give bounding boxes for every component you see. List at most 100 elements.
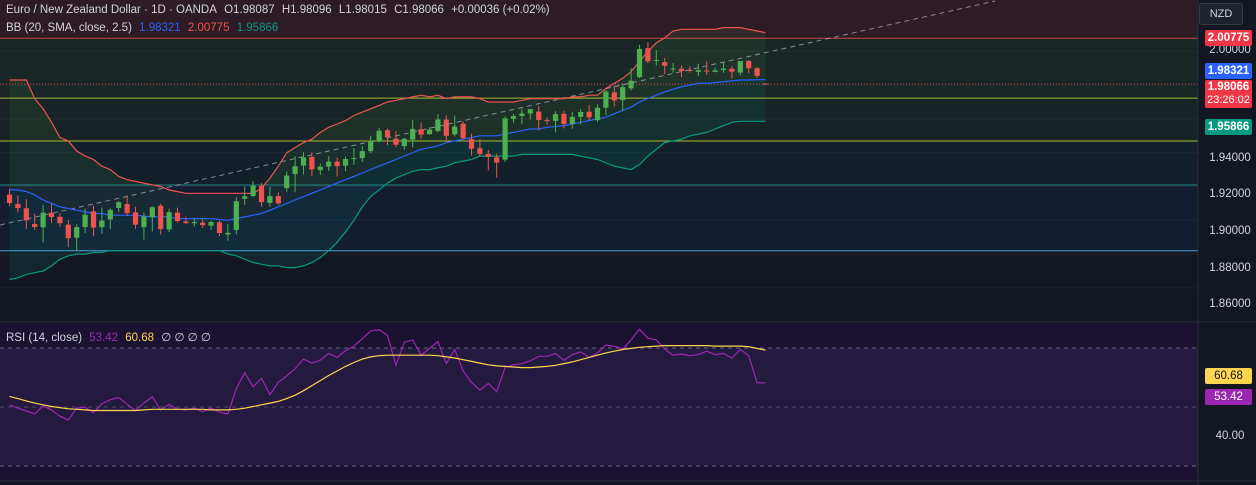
candle-body <box>594 107 601 121</box>
rsi-ma-line <box>9 345 766 412</box>
horizontal-levels <box>0 0 1198 252</box>
candle-body <box>561 113 567 124</box>
candle-body <box>342 158 349 166</box>
candle-body <box>233 201 239 230</box>
high-value: H1.98096 <box>281 4 332 16</box>
candle-body <box>628 80 634 89</box>
rsi-extra-values: ∅ ∅ ∅ ∅ <box>161 332 211 344</box>
zone-mid <box>0 38 1198 99</box>
candle-body <box>57 216 63 224</box>
candle-body <box>32 224 38 228</box>
change-value: +0.00036 (+0.02%) <box>451 4 550 16</box>
candle-body <box>544 120 550 122</box>
rsi-layer <box>0 328 1198 467</box>
candle-body <box>107 209 113 220</box>
candle-body <box>132 212 139 225</box>
candle-body <box>611 92 617 101</box>
candle-body <box>90 211 97 228</box>
dashed-trend-line <box>0 0 996 226</box>
low-value: L1.98015 <box>338 4 387 16</box>
candle-body <box>569 116 575 124</box>
rsi-label[interactable]: RSI (14, close) <box>6 332 83 344</box>
candle-body <box>82 214 88 228</box>
candle-body <box>527 109 533 114</box>
candle-body <box>653 59 659 61</box>
candle-body <box>578 111 584 117</box>
candle-body <box>552 114 559 121</box>
candle-body <box>536 111 542 120</box>
rsi-ma-badge: 60.68 <box>1205 368 1252 384</box>
candle-body <box>746 60 752 69</box>
candle-body <box>326 161 332 167</box>
price-tick-label: 1.92000 <box>1209 188 1251 200</box>
candle-body <box>435 119 441 131</box>
candle-body <box>351 158 357 160</box>
bb-lower-line <box>9 120 766 281</box>
candle-body <box>519 113 525 117</box>
bb-upper-badge: 2.00775 <box>1205 30 1252 46</box>
candle-body <box>208 221 214 226</box>
symbol-title[interactable]: Euro / New Zealand Dollar · 1D · OANDA <box>6 4 217 16</box>
candles-layer <box>6 42 769 251</box>
rsi-legend[interactable]: RSI (14, close) 53.42 60.68 ∅ ∅ ∅ ∅ <box>6 331 215 345</box>
bb-label[interactable]: BB (20, SMA, close, 2.5) <box>6 22 132 34</box>
candle-body <box>645 48 651 62</box>
last-price-value: 1.98066 <box>1207 81 1250 93</box>
candle-body <box>460 123 466 139</box>
last-price-badge: 1.98066 23:26:02 <box>1205 80 1252 108</box>
bb-legend[interactable]: BB (20, SMA, close, 2.5) 1.98321 2.00775… <box>6 21 282 35</box>
price-tick-label: 1.90000 <box>1209 225 1251 237</box>
candle-body <box>762 83 769 85</box>
price-pane-bg <box>0 0 1198 322</box>
candle-body <box>334 161 340 167</box>
candle-body <box>225 232 231 235</box>
currency-button[interactable]: NZD <box>1199 3 1243 25</box>
zone-upper <box>0 0 1198 39</box>
rsi-pane-bg <box>0 323 1198 481</box>
close-value: C1.98066 <box>394 4 444 16</box>
candle-body <box>712 70 718 72</box>
candle-body <box>410 128 416 140</box>
candle-body <box>418 129 424 135</box>
bar-countdown: 23:26:02 <box>1207 94 1250 106</box>
candle-body <box>477 148 483 154</box>
symbol-legend[interactable]: Euro / New Zealand Dollar · 1D · OANDA O… <box>6 3 554 17</box>
candle-body <box>502 118 508 160</box>
candle-body <box>191 221 197 224</box>
candle-body <box>267 196 273 203</box>
price-tick-label: 2.00000 <box>1209 44 1251 56</box>
candle-body <box>317 166 323 171</box>
bb-basis-value: 1.98321 <box>139 22 181 34</box>
candle-body <box>720 68 727 71</box>
candle-body <box>754 68 760 76</box>
candle-body <box>275 196 281 204</box>
candle-body <box>40 212 46 228</box>
candle-body <box>292 166 298 174</box>
open-value: O1.98087 <box>224 4 275 16</box>
trend-line <box>0 0 996 226</box>
bb-lower-badge: 1.95866 <box>1205 119 1252 135</box>
candle-body <box>603 91 609 108</box>
price-tick-label: 1.86000 <box>1209 298 1251 310</box>
zone-bottom <box>0 141 1198 185</box>
candle-body <box>376 130 382 142</box>
candle-body <box>368 140 374 152</box>
candle-body <box>485 153 491 157</box>
candle-body <box>23 208 29 221</box>
price-tick-label: 1.94000 <box>1209 152 1251 164</box>
price-tick-label: 1.88000 <box>1209 262 1251 274</box>
candle-body <box>687 69 693 71</box>
candle-body <box>74 227 80 238</box>
candle-body <box>141 216 147 228</box>
candle-body <box>359 151 365 159</box>
candle-body <box>636 48 643 78</box>
candle-body <box>258 185 265 203</box>
candle-body <box>116 202 122 208</box>
candle-body <box>48 212 55 218</box>
candle-body <box>401 138 407 147</box>
bb-basis-badge: 1.98321 <box>1205 63 1252 79</box>
candle-body <box>99 220 105 228</box>
candle-body <box>284 175 290 189</box>
candle-body <box>737 60 743 73</box>
